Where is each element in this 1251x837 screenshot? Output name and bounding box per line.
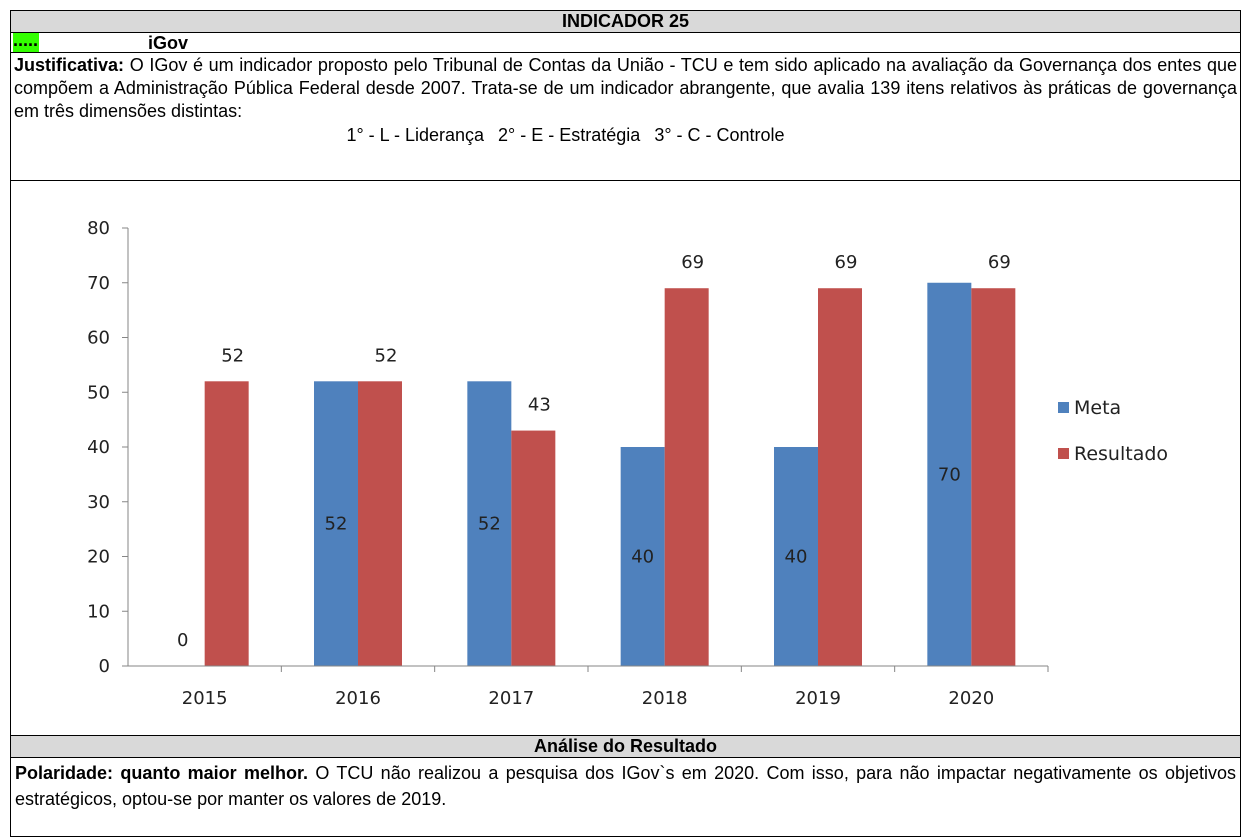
data-label: 52 — [325, 514, 348, 535]
y-tick-label: 40 — [87, 437, 110, 458]
bar — [314, 381, 358, 666]
name-row: ..... iGov — [10, 30, 1241, 53]
x-tick-label: 2018 — [642, 688, 688, 709]
bar — [927, 282, 972, 666]
legend-swatch — [1058, 402, 1069, 413]
data-label: 52 — [375, 345, 398, 366]
y-tick-label: 70 — [87, 273, 110, 294]
bar — [467, 381, 512, 666]
analysis-title: Análise do Resultado — [533, 736, 718, 756]
y-tick-label: 80 — [87, 218, 110, 239]
justification-text: Justificativa: O IGov é um indicador pro… — [11, 53, 1240, 124]
data-label: 70 — [938, 464, 961, 485]
y-tick-label: 50 — [87, 382, 110, 403]
data-label: 40 — [631, 547, 654, 568]
analysis-body: O TCU não realizou a pesquisa dos IGov`s… — [15, 763, 1236, 809]
legend-label: Resultado — [1074, 443, 1168, 465]
indicator-name: iGov — [148, 33, 189, 53]
data-label: 52 — [221, 345, 244, 366]
analysis-label: Polaridade: quanto maior melhor. — [15, 763, 309, 783]
bar — [774, 447, 818, 666]
y-tick-label: 10 — [87, 601, 110, 622]
y-tick-label: 60 — [87, 328, 110, 349]
chart-row: 0 10 20 30 40 50 60 70 80 2015 0 52 2016 52 52 2017 52 43… — [10, 180, 1241, 736]
dimension: 1° - L - Liderança — [346, 125, 485, 145]
y-tick-label: 0 — [99, 656, 110, 677]
x-tick-label: 2017 — [488, 688, 534, 709]
data-label: 69 — [681, 252, 704, 273]
bar — [664, 288, 709, 666]
justification: Justificativa: O IGov é um indicador pro… — [10, 52, 1241, 181]
x-tick-label: 2015 — [182, 688, 228, 709]
bar — [511, 430, 556, 666]
dimension: 2° - E - Estratégia — [498, 125, 641, 145]
data-label: 43 — [528, 395, 551, 416]
analysis-text: Polaridade: quanto maior melhor. O TCU n… — [11, 758, 1240, 814]
data-label: 40 — [785, 547, 808, 568]
title-row: INDICADOR 25 — [10, 10, 1241, 33]
analysis-title-row: Análise do Resultado — [10, 735, 1241, 758]
legend-label: Meta — [1074, 397, 1121, 419]
bar — [818, 288, 862, 666]
justification-body: O IGov é um indicador proposto pelo Trib… — [14, 55, 1237, 121]
chart: 0 10 20 30 40 50 60 70 80 2015 0 52 2016 52 52 2017 52 43… — [87, 218, 1168, 709]
x-tick-label: 2020 — [948, 688, 994, 709]
code: ..... — [13, 30, 39, 52]
x-tick-label: 2019 — [795, 688, 841, 709]
x-tick-label: 2016 — [335, 688, 381, 709]
bar — [204, 381, 249, 666]
data-label: 69 — [988, 252, 1011, 273]
bar — [358, 381, 402, 666]
bar — [971, 288, 1016, 666]
data-label: 52 — [478, 514, 501, 535]
legend-swatch — [1058, 448, 1069, 459]
y-tick-label: 20 — [87, 547, 110, 568]
justification-label: Justificativa: — [14, 55, 125, 75]
data-label: 69 — [835, 252, 858, 273]
bar — [620, 447, 665, 666]
page: INDICADOR 25 ..... iGov Justificativa: O… — [10, 10, 1241, 837]
dimensions: 1° - L - Liderança 2° - E - Estratégia 3° … — [11, 124, 1240, 146]
title: INDICADOR 25 — [561, 11, 690, 31]
analysis: Polaridade: quanto maior melhor. O TCU n… — [10, 757, 1241, 837]
y-tick-label: 30 — [87, 492, 110, 513]
data-label: 0 — [177, 630, 188, 651]
dimension: 3° - C - Controle — [654, 125, 785, 145]
